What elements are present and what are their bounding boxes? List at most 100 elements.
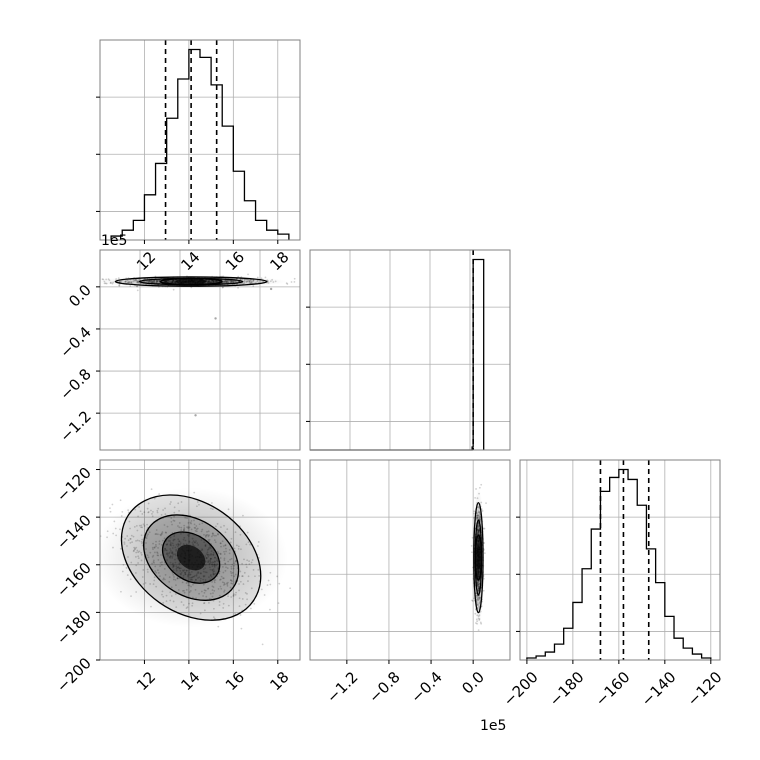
sample-point [210, 502, 213, 504]
sample-point [138, 524, 141, 527]
sample-point [206, 281, 209, 284]
sample-point [247, 541, 250, 544]
sample-point [186, 575, 189, 578]
sample-point [137, 557, 140, 559]
sample-point [132, 280, 135, 283]
sample-point [229, 586, 232, 589]
sample-point [207, 530, 210, 533]
sample-point [477, 531, 480, 534]
sample-point [160, 533, 163, 536]
sample-point [199, 580, 202, 582]
sample-point [214, 579, 217, 581]
sample-point [472, 516, 475, 519]
sample-point [234, 593, 237, 596]
sample-point [216, 522, 219, 525]
sample-point [215, 559, 218, 562]
sample-point [204, 534, 207, 537]
sample-point [211, 568, 214, 571]
sample-point [169, 503, 172, 505]
sample-point [166, 553, 169, 556]
grid-hist-param3 [520, 460, 720, 660]
sample-point [248, 563, 251, 565]
sample-point [118, 284, 121, 287]
sample-point [203, 575, 206, 577]
sample-point [147, 556, 150, 559]
sample-point [476, 603, 479, 606]
marks-scatter-param2-param3 [470, 483, 487, 632]
sample-point [190, 578, 193, 581]
sample-point [161, 561, 163, 564]
sample-point [228, 279, 231, 282]
sample-point [172, 565, 175, 568]
sample-point [161, 593, 163, 596]
sample-point [242, 514, 244, 517]
sample-point [241, 598, 244, 600]
sample-point [134, 572, 137, 574]
sample-point [129, 527, 131, 530]
sample-point [195, 525, 198, 527]
sample-point [260, 277, 263, 280]
sample-point [138, 550, 141, 553]
sample-point [241, 575, 244, 578]
sample-point [219, 542, 222, 545]
sample-point [478, 570, 480, 573]
sample-point [162, 509, 165, 511]
sample-point [239, 614, 242, 616]
sample-point [252, 280, 255, 283]
offset-label-param2-y: 1e5 [101, 233, 127, 249]
sample-point [165, 531, 167, 534]
sample-point [477, 543, 480, 546]
sample-point [245, 543, 248, 546]
sample-point [482, 527, 485, 530]
sample-point [477, 541, 480, 544]
sample-point [478, 514, 481, 517]
sample-point [168, 580, 171, 583]
sample-point [246, 598, 249, 601]
sample-point [120, 590, 122, 593]
sample-point [207, 588, 209, 590]
sample-point [212, 592, 214, 595]
sample-point [476, 568, 479, 571]
sample-point [154, 565, 157, 568]
sample-point [129, 537, 132, 540]
sample-point [213, 573, 216, 576]
sample-point [172, 600, 175, 603]
sample-point [95, 536, 97, 538]
sample-point [162, 578, 165, 581]
sample-point [211, 532, 214, 535]
sample-point [171, 552, 174, 555]
sample-point [204, 545, 207, 547]
sample-point [212, 586, 215, 588]
sample-point [163, 280, 165, 283]
sample-point [227, 279, 230, 282]
sample-point [477, 575, 480, 578]
sample-point [286, 283, 289, 285]
sample-point [170, 517, 173, 519]
sample-point [477, 540, 480, 542]
sample-point [205, 595, 208, 598]
sample-point [205, 553, 208, 555]
density-level-3 [176, 544, 206, 571]
sample-point [482, 577, 485, 580]
density-scatter-param2-param3 [470, 483, 487, 632]
sample-point [177, 525, 179, 527]
sample-point [147, 280, 150, 283]
sample-point [190, 522, 193, 525]
sample-point [477, 571, 480, 574]
sample-point [476, 528, 479, 531]
sample-point [157, 280, 159, 283]
sample-point [478, 506, 480, 508]
sample-point [174, 554, 177, 557]
sample-point [137, 555, 140, 558]
sample-point [230, 579, 232, 582]
sample-point [135, 551, 138, 554]
sample-point [128, 520, 131, 523]
sample-point [477, 531, 480, 533]
sample-point [477, 570, 480, 572]
sample-point [477, 597, 480, 600]
sample-point [235, 591, 237, 594]
density-scatter-param1-param2 [100, 273, 296, 417]
sample-point [478, 571, 481, 574]
tick-label-y-0: −120 [53, 464, 95, 506]
sample-point [209, 568, 212, 571]
